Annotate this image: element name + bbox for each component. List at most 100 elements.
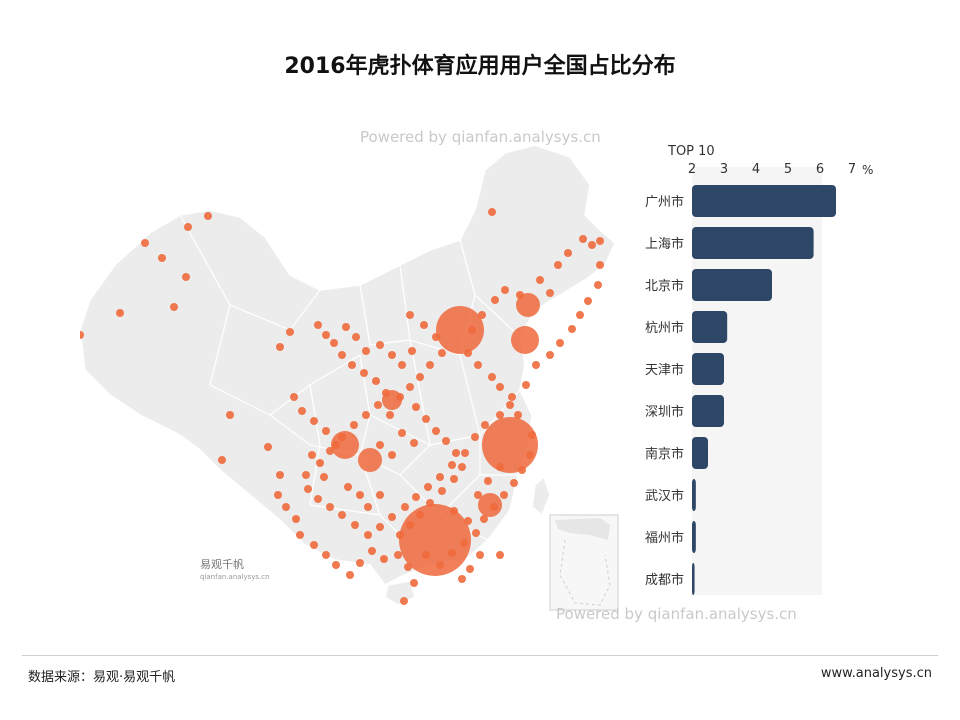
city-bubble — [290, 393, 298, 401]
city-bubble — [522, 381, 530, 389]
city-bubble — [360, 369, 368, 377]
city-bubble — [416, 511, 424, 519]
city-bubble — [474, 361, 482, 369]
footer-divider — [22, 655, 938, 656]
city-bubble — [500, 491, 508, 499]
x-tick-label: 2 — [688, 162, 696, 177]
chart-title: 2016年虎扑体育应用用户全国占比分布 — [284, 54, 676, 79]
city-bubble — [436, 306, 484, 354]
bar — [692, 563, 695, 595]
city-bubble — [116, 309, 124, 317]
city-bubble — [386, 411, 394, 419]
city-bubble — [368, 547, 376, 555]
x-tick-label: 7 — [848, 162, 856, 177]
city-bubble — [158, 254, 166, 262]
city-bubble — [468, 326, 476, 334]
city-bubble — [308, 451, 316, 459]
city-bubble — [496, 383, 504, 391]
city-bubble — [399, 504, 471, 576]
city-bubble — [320, 473, 328, 481]
south-china-sea-inset — [549, 514, 619, 611]
city-bubble — [314, 321, 322, 329]
city-bubble — [374, 401, 382, 409]
city-bubble — [376, 523, 384, 531]
city-bubble — [332, 441, 340, 449]
city-bubble — [594, 281, 602, 289]
city-bubble — [438, 349, 446, 357]
city-bubble — [396, 531, 404, 539]
city-bubble — [326, 447, 334, 455]
city-bubble — [80, 331, 84, 339]
city-bubble — [556, 339, 564, 347]
city-bubble — [448, 461, 456, 469]
city-bubble — [422, 415, 430, 423]
city-bubble — [546, 351, 554, 359]
city-bubble — [338, 511, 346, 519]
city-bubble — [420, 321, 428, 329]
city-bubble — [376, 341, 384, 349]
category-label: 杭州市 — [645, 320, 684, 336]
city-bubble — [282, 503, 290, 511]
city-bubble — [422, 551, 430, 559]
category-label: 南京市 — [645, 446, 684, 462]
city-bubble — [342, 323, 350, 331]
city-bubble — [388, 351, 396, 359]
city-bubble — [564, 249, 572, 257]
city-bubble — [596, 237, 604, 245]
city-bubble — [496, 411, 504, 419]
top10-bar-chart: TOP 10 2 3 4 5 6 7 % 广州市上海市北京市杭州市天津市深圳市南京市武汉市… — [645, 144, 873, 595]
city-bubble — [426, 499, 434, 507]
city-bubble — [264, 443, 272, 451]
city-bubble — [274, 491, 282, 499]
city-bubble — [322, 427, 330, 435]
city-bubble — [481, 421, 489, 429]
city-bubble — [344, 483, 352, 491]
city-bubble — [322, 551, 330, 559]
city-bubble — [424, 483, 432, 491]
city-bubble — [302, 471, 310, 479]
city-bubble — [352, 333, 360, 341]
x-tick-label: 5 — [784, 162, 792, 177]
city-bubble — [326, 503, 334, 511]
city-bubble — [464, 349, 472, 357]
city-bubble — [490, 503, 498, 511]
city-bubble — [528, 431, 536, 439]
city-bubble — [310, 541, 318, 549]
city-bubble — [510, 479, 518, 487]
city-bubble — [364, 531, 372, 539]
city-bubble — [480, 515, 488, 523]
watermark-bottom: Powered by qianfan.analysys.cn — [556, 605, 797, 623]
city-bubble — [516, 291, 524, 299]
city-bubble — [496, 463, 504, 471]
city-bubble — [141, 239, 149, 247]
bar — [692, 269, 772, 301]
category-label: 武汉市 — [645, 488, 684, 504]
city-bubble — [226, 411, 234, 419]
bar — [692, 353, 724, 385]
map-regions — [80, 144, 616, 606]
city-bubble — [450, 475, 458, 483]
site-url: www.analysys.cn — [820, 666, 932, 681]
city-bubble — [204, 212, 212, 220]
city-bubble — [478, 493, 502, 517]
inset-islands — [559, 539, 611, 606]
city-bubble — [296, 531, 304, 539]
city-bubble — [376, 491, 384, 499]
city-bubble — [516, 293, 540, 317]
bar-chart-title: TOP 10 — [667, 144, 715, 159]
x-axis-ticks: 2 3 4 5 6 7 — [688, 162, 856, 177]
city-bubble — [472, 529, 480, 537]
city-bubble — [358, 448, 382, 472]
city-bubble — [362, 411, 370, 419]
city-bubbles — [80, 208, 604, 605]
city-bubble — [436, 561, 444, 569]
city-bubble — [478, 311, 486, 319]
city-bubble — [450, 507, 458, 515]
city-bubble — [448, 549, 456, 557]
china-bubble-map — [80, 144, 619, 611]
city-bubble — [511, 326, 539, 354]
city-bubble — [346, 571, 354, 579]
city-bubble — [568, 325, 576, 333]
brand-label: 易观千帆 — [200, 558, 244, 571]
city-bubble — [170, 303, 178, 311]
